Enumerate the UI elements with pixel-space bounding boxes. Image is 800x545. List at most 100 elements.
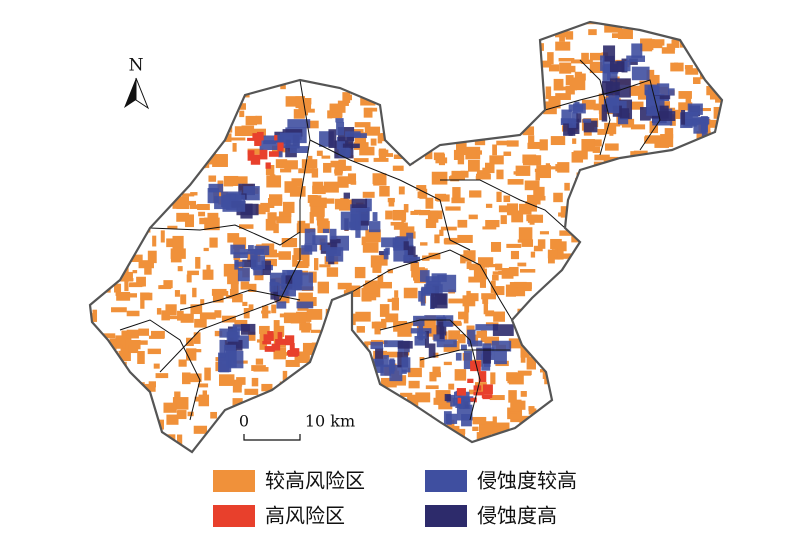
land-patch	[454, 39, 466, 46]
land-patch	[609, 369, 623, 383]
land-patch	[353, 158, 369, 163]
land-patch	[116, 393, 129, 402]
land-patch	[344, 344, 357, 354]
land-patch	[569, 335, 579, 341]
land-patch	[470, 34, 486, 44]
land-patch	[454, 369, 467, 381]
land-patch	[559, 230, 572, 236]
land-patch	[215, 99, 220, 105]
land-patch	[655, 243, 671, 254]
high-risk-patch	[457, 397, 462, 404]
land-patch	[713, 219, 719, 233]
land-patch	[307, 371, 316, 375]
land-patch	[504, 23, 511, 34]
land-patch	[489, 155, 504, 165]
land-patch	[158, 119, 167, 126]
high-risk-patch	[473, 391, 484, 396]
land-patch	[103, 276, 111, 282]
land-patch	[635, 430, 645, 441]
land-patch	[539, 323, 546, 332]
land-patch	[627, 226, 639, 234]
land-patch	[364, 86, 376, 92]
erosion-patch	[443, 315, 454, 327]
land-patch	[501, 268, 514, 279]
land-patch	[550, 238, 562, 249]
land-patch	[165, 160, 170, 168]
land-patch	[380, 377, 397, 388]
land-patch	[630, 251, 635, 258]
land-patch	[506, 36, 512, 42]
land-patch	[636, 395, 648, 404]
land-patch	[456, 51, 466, 58]
land-patch	[507, 63, 514, 69]
land-patch	[666, 43, 676, 51]
land-patch	[433, 352, 439, 358]
erosion-patch	[254, 245, 270, 256]
land-patch	[120, 188, 126, 201]
erosion-patch	[243, 186, 260, 201]
land-patch	[484, 64, 493, 70]
arrow-left	[124, 78, 136, 108]
land-patch	[490, 280, 496, 293]
land-patch	[626, 404, 632, 411]
land-patch	[666, 162, 675, 175]
land-patch	[685, 396, 699, 410]
land-patch	[619, 228, 628, 239]
land-patch	[695, 393, 700, 397]
land-patch	[130, 439, 138, 451]
high-risk-patch	[274, 135, 278, 141]
land-patch	[485, 310, 495, 317]
land-patch	[380, 133, 395, 142]
land-patch	[165, 42, 170, 54]
land-patch	[124, 279, 129, 292]
land-patch	[137, 351, 145, 364]
land-patch	[539, 139, 548, 151]
land-patch	[128, 401, 135, 415]
land-patch	[389, 415, 399, 423]
land-patch	[699, 306, 713, 318]
land-patch	[215, 107, 224, 120]
land-patch	[631, 245, 643, 256]
land-patch	[251, 377, 259, 387]
land-patch	[248, 304, 254, 311]
erosion-patch	[463, 350, 473, 370]
land-patch	[595, 307, 607, 316]
land-patch	[572, 138, 577, 144]
land-patch	[611, 413, 627, 424]
land-patch	[513, 281, 527, 288]
land-patch	[361, 39, 369, 46]
land-patch	[574, 200, 582, 211]
high-risk-patch	[268, 151, 279, 157]
high-risk-patch	[456, 388, 466, 396]
erosion-patch	[380, 364, 392, 376]
erosion-patch	[681, 109, 686, 125]
land-patch	[128, 344, 139, 354]
land-patch	[140, 430, 152, 443]
land-patch	[230, 283, 239, 294]
land-patch	[622, 307, 628, 312]
land-patch	[124, 278, 134, 282]
land-patch	[712, 383, 722, 396]
land-patch	[206, 264, 211, 272]
erosion-patch	[365, 198, 372, 212]
land-patch	[616, 433, 629, 437]
land-patch	[704, 144, 720, 149]
erosion-patch	[687, 103, 703, 115]
land-patch	[550, 410, 565, 416]
land-patch	[582, 146, 588, 160]
land-patch	[378, 63, 383, 68]
land-patch	[559, 62, 572, 74]
land-patch	[611, 33, 622, 39]
land-patch	[195, 44, 205, 50]
land-patch	[174, 290, 180, 297]
erosion-patch	[406, 232, 414, 247]
land-patch	[581, 369, 591, 379]
land-patch	[146, 69, 157, 74]
erosion-patch	[236, 203, 259, 216]
land-patch	[133, 22, 146, 26]
land-patch	[261, 442, 275, 449]
land-patch	[479, 277, 486, 288]
land-patch	[537, 417, 545, 421]
land-patch	[679, 331, 691, 336]
